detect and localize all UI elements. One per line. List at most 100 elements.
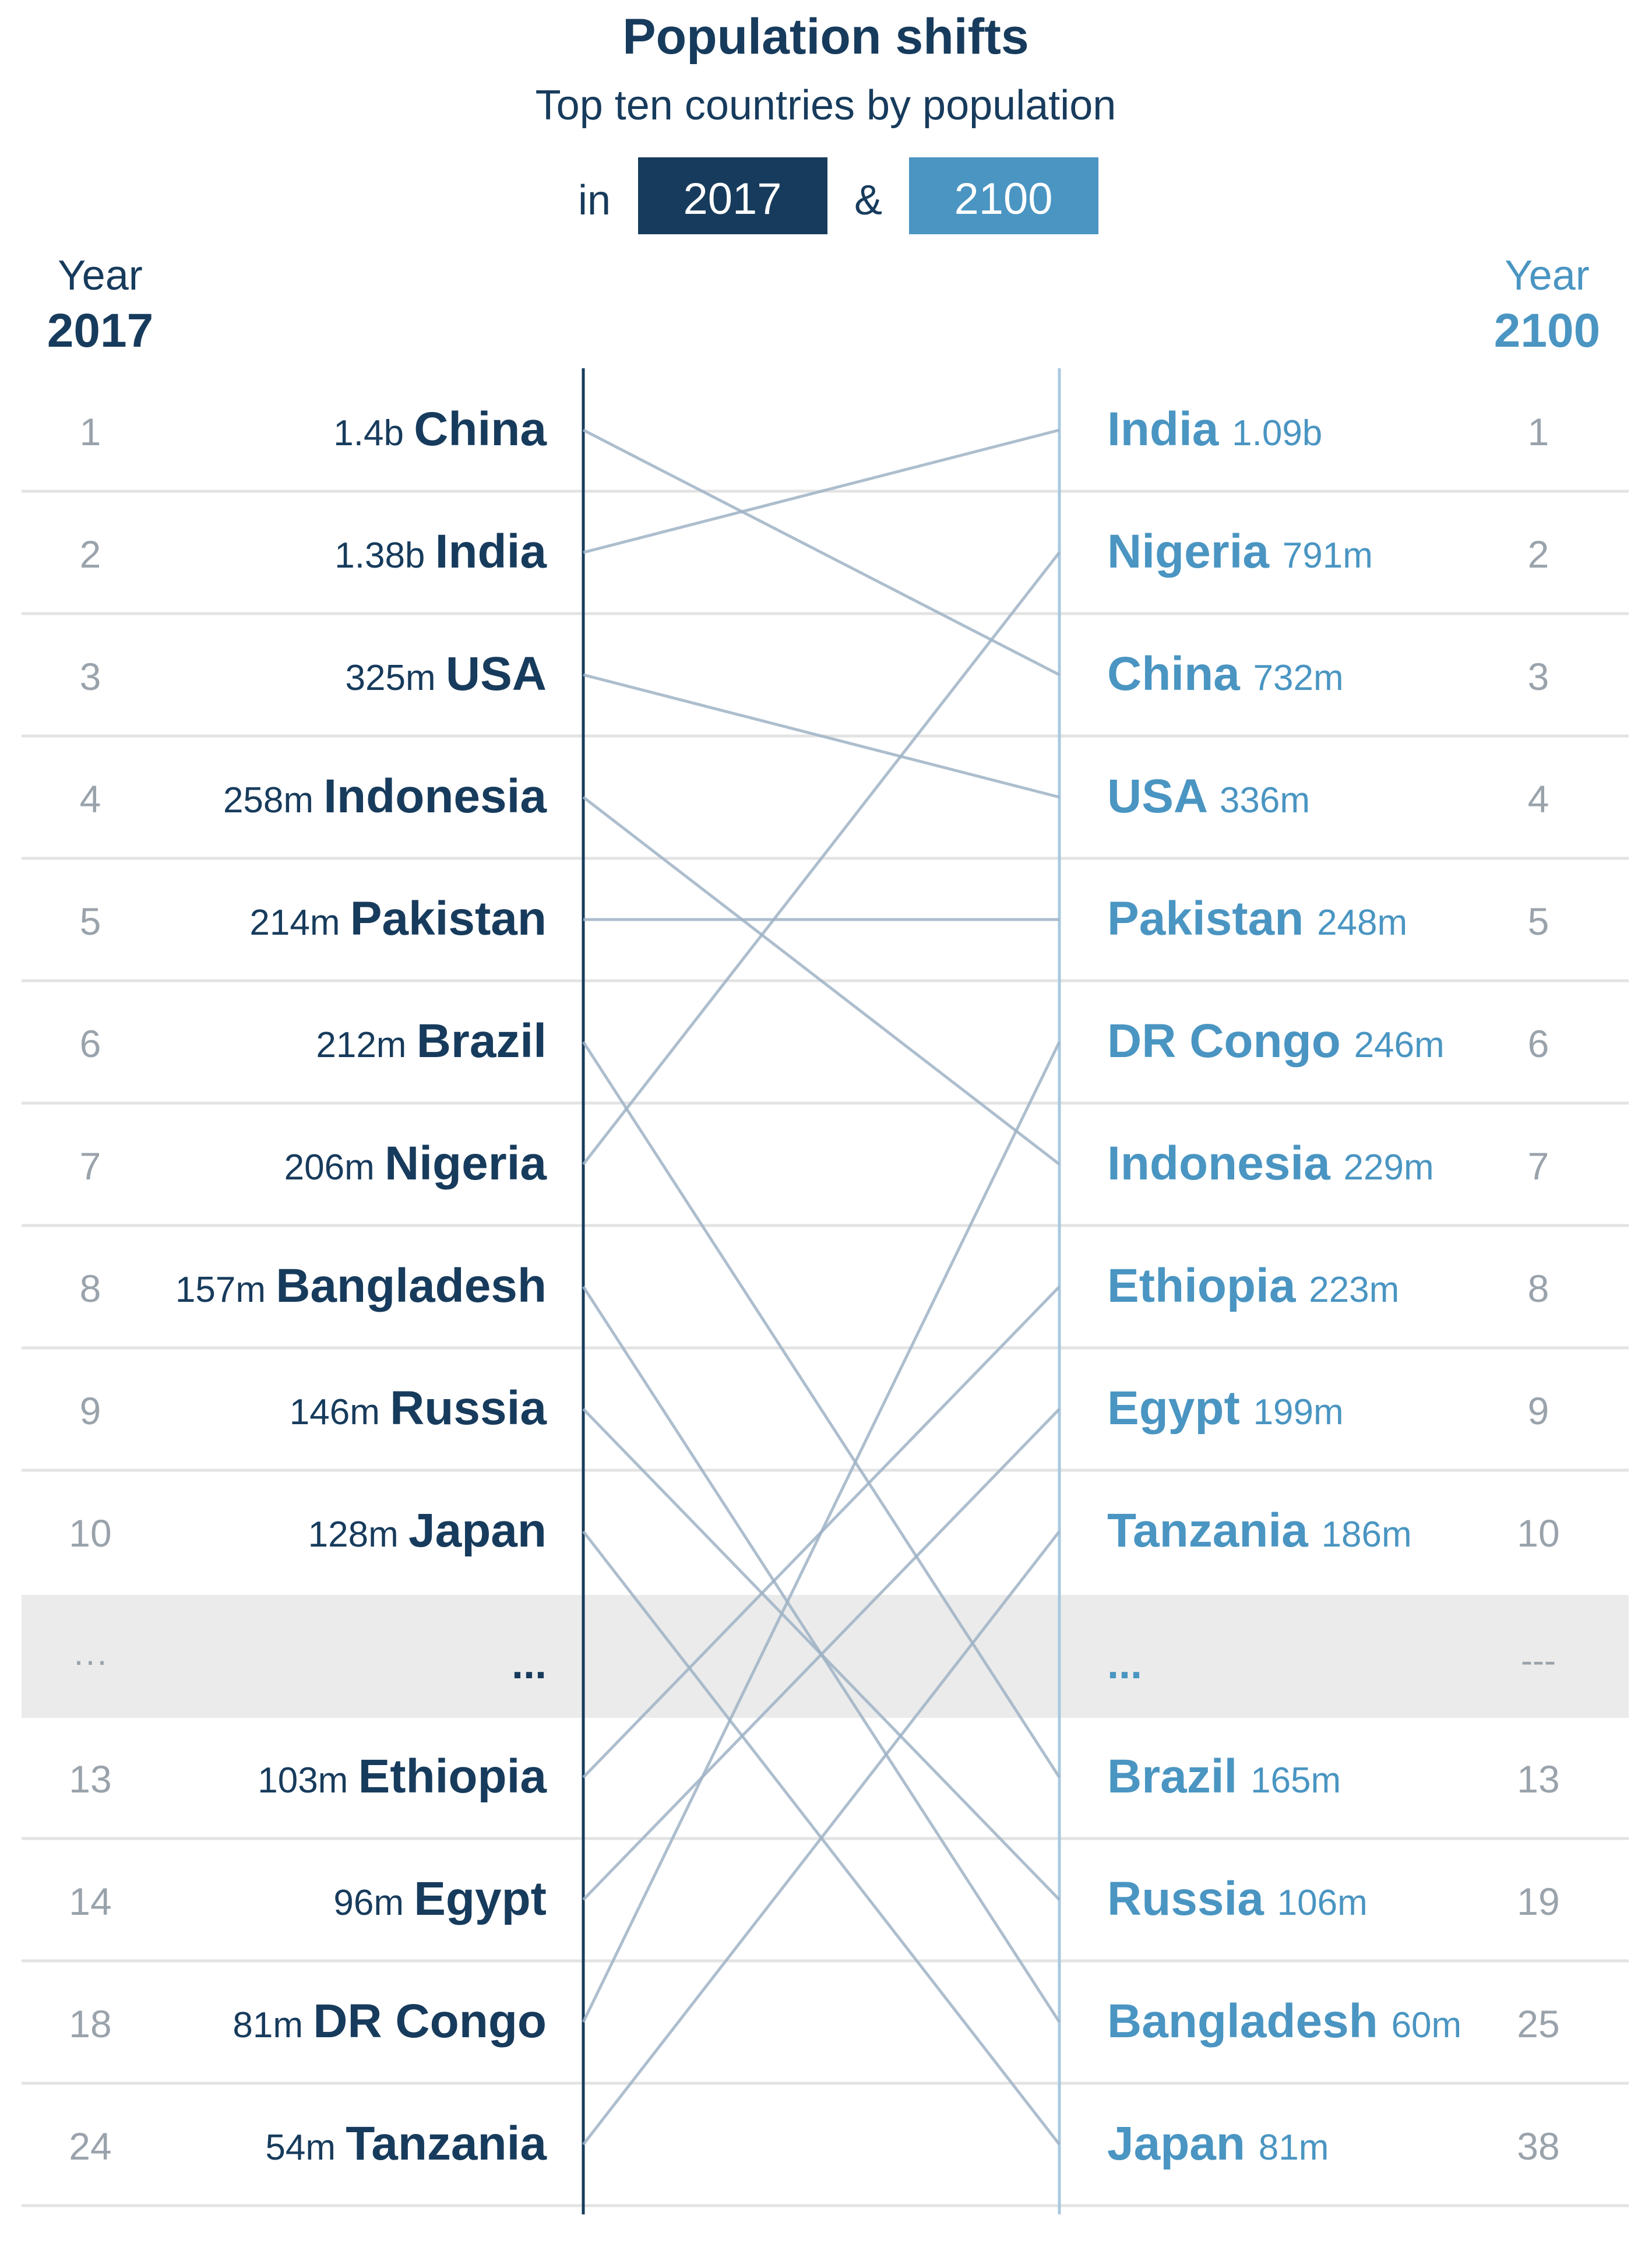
right-row-china: China 732m xyxy=(1107,647,1344,700)
left-rank: 8 xyxy=(80,1267,101,1310)
right-country: Indonesia xyxy=(1107,1137,1344,1190)
chart-title: Population shifts xyxy=(622,9,1029,65)
left-header-label: Year xyxy=(58,252,142,299)
left-value: 214m xyxy=(249,903,350,943)
left-rank: 1 xyxy=(80,410,101,453)
left-country: USA xyxy=(446,647,547,700)
right-row-japan: Japan 81m xyxy=(1107,2117,1329,2170)
ellipsis-left-name: ... xyxy=(512,1641,547,1688)
right-value: 246m xyxy=(1354,1025,1445,1065)
left-value: 206m xyxy=(284,1147,385,1188)
right-rank: 3 xyxy=(1528,655,1549,698)
left-value: 128m xyxy=(308,1515,408,1555)
left-rank: 9 xyxy=(80,1389,101,1432)
left-rank: 7 xyxy=(80,1144,101,1188)
right-row-pakistan: Pakistan 248m xyxy=(1107,892,1407,945)
left-country: Tanzania xyxy=(346,2117,547,2170)
left-country: Brazil xyxy=(417,1015,547,1068)
right-rank: 7 xyxy=(1528,1144,1549,1188)
right-row-tanzania: Tanzania 186m xyxy=(1107,1504,1412,1557)
connector-usa xyxy=(583,673,1060,799)
left-rank: 14 xyxy=(69,1880,111,1923)
left-value: 146m xyxy=(290,1392,390,1432)
left-row-russia: 146m Russia xyxy=(290,1382,548,1435)
right-row-ethiopia: Ethiopia 223m xyxy=(1107,1259,1399,1312)
right-country: Pakistan xyxy=(1107,892,1317,945)
connector-china xyxy=(582,428,1061,677)
left-row-indonesia: 258m Indonesia xyxy=(223,770,547,823)
right-rank: 9 xyxy=(1528,1389,1549,1432)
left-country: Nigeria xyxy=(385,1137,547,1190)
connector-egypt xyxy=(582,1408,1061,1901)
right-value: 791m xyxy=(1283,536,1373,576)
left-country: DR Congo xyxy=(313,1995,547,2048)
ellipsis-right-name: ... xyxy=(1107,1641,1142,1688)
legend-swatch-2017 xyxy=(638,157,827,234)
right-rank: 1 xyxy=(1528,410,1549,453)
right-rank: 4 xyxy=(1528,777,1549,820)
right-row-nigeria: Nigeria 791m xyxy=(1107,525,1373,578)
right-value: 186m xyxy=(1322,1515,1412,1555)
right-row-russia: Russia 106m xyxy=(1107,1872,1368,1925)
right-country: China xyxy=(1107,647,1253,700)
left-country: Pakistan xyxy=(350,892,547,945)
right-rank: 38 xyxy=(1517,2125,1559,2168)
connector-brazil xyxy=(582,1041,1061,1778)
right-row-india: India 1.09b xyxy=(1107,403,1322,456)
left-rank: 24 xyxy=(69,2125,111,2168)
right-rank: 10 xyxy=(1517,1512,1559,1555)
left-country: Russia xyxy=(390,1382,547,1435)
left-row-pakistan: 214m Pakistan xyxy=(249,892,547,945)
left-value: 1.38b xyxy=(334,536,435,576)
left-row-japan: 128m Japan xyxy=(308,1504,547,1557)
left-rank: 18 xyxy=(69,2002,111,2045)
right-row-bangladesh: Bangladesh 60m xyxy=(1107,1995,1461,2048)
left-country: Japan xyxy=(408,1504,547,1557)
left-value: 54m xyxy=(265,2128,346,2168)
left-value: 258m xyxy=(223,780,323,820)
left-country: Egypt xyxy=(414,1872,547,1925)
right-value: 336m xyxy=(1220,780,1310,820)
right-row-dr-congo: DR Congo 246m xyxy=(1107,1015,1445,1068)
right-country: Bangladesh xyxy=(1107,1995,1392,2048)
left-rank: 6 xyxy=(80,1022,101,1065)
connector-tanzania xyxy=(582,1530,1061,2146)
right-value: 60m xyxy=(1392,2005,1462,2045)
right-rank: 6 xyxy=(1528,1022,1549,1065)
left-row-egypt: 96m Egypt xyxy=(333,1872,547,1925)
right-row-egypt: Egypt 199m xyxy=(1107,1382,1344,1435)
left-row-ethiopia: 103m Ethiopia xyxy=(258,1750,547,1803)
right-country: Tanzania xyxy=(1107,1504,1322,1557)
left-value: 157m xyxy=(175,1270,276,1310)
left-value: 325m xyxy=(346,658,446,698)
right-rank: 5 xyxy=(1528,900,1549,943)
right-value: 732m xyxy=(1253,658,1344,698)
legend-label-2100: 2100 xyxy=(954,174,1052,224)
left-value: 1.4b xyxy=(333,413,414,453)
left-rank: 4 xyxy=(80,777,101,820)
connector-indonesia xyxy=(582,796,1061,1165)
right-row-indonesia: Indonesia 229m xyxy=(1107,1137,1434,1190)
right-header-year: 2100 xyxy=(1494,304,1600,357)
right-country: Nigeria xyxy=(1107,525,1283,578)
chart-subtitle: Top ten countries by population xyxy=(536,82,1116,129)
right-value: 248m xyxy=(1317,903,1407,943)
left-row-bangladesh: 157m Bangladesh xyxy=(175,1259,547,1312)
right-value: 165m xyxy=(1251,1760,1341,1801)
left-rank: 5 xyxy=(80,900,101,943)
ellipsis-right-rank: --- xyxy=(1521,1641,1556,1680)
ellipsis-left-rank: ··· xyxy=(73,1641,108,1680)
right-country: India xyxy=(1107,403,1232,456)
left-row-tanzania: 54m Tanzania xyxy=(265,2117,547,2170)
connector-nigeria xyxy=(582,551,1061,1165)
right-row-usa: USA 336m xyxy=(1107,770,1310,823)
left-row-india: 1.38b India xyxy=(334,525,547,578)
left-row-brazil: 212m Brazil xyxy=(316,1015,547,1068)
left-country: Indonesia xyxy=(323,770,547,823)
right-value: 1.09b xyxy=(1232,413,1322,453)
left-value: 96m xyxy=(333,1883,414,1923)
right-country: Brazil xyxy=(1107,1750,1251,1803)
left-row-china: 1.4b China xyxy=(333,403,547,456)
right-rank: 13 xyxy=(1517,1758,1559,1801)
right-header-label: Year xyxy=(1505,252,1589,299)
